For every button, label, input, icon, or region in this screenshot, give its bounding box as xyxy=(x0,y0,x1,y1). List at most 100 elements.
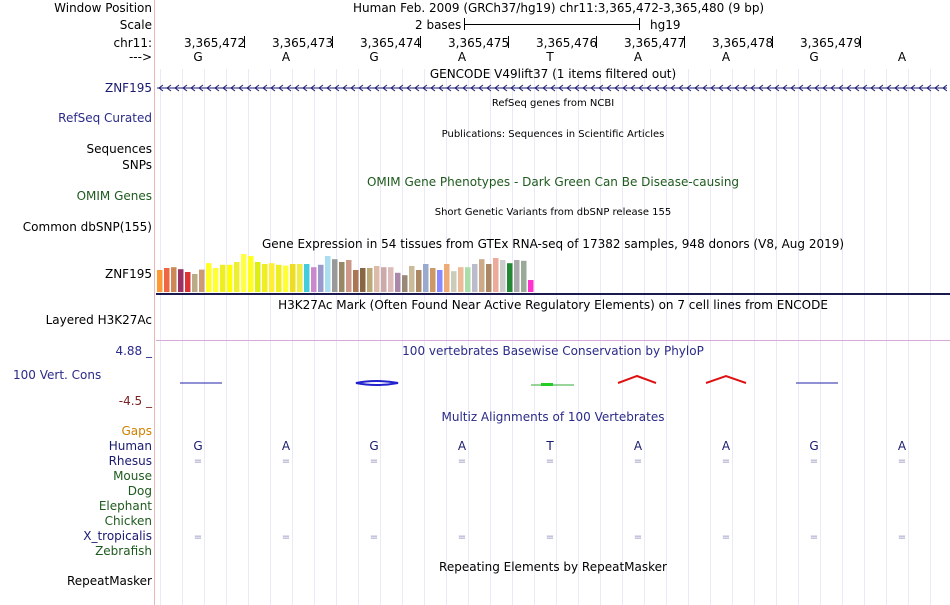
gtex-tissue-bar[interactable] xyxy=(367,268,373,292)
gtex-tissue-bar[interactable] xyxy=(213,268,219,292)
base-letter: G xyxy=(809,439,819,453)
alignment-match: = xyxy=(897,532,907,543)
grid-line xyxy=(314,69,315,605)
gtex-tissue-bar[interactable] xyxy=(241,254,247,292)
gtex-tissue-bar[interactable] xyxy=(360,268,366,292)
gtex-tissue-bar[interactable] xyxy=(269,263,275,292)
gtex-tissue-bar[interactable] xyxy=(206,263,212,292)
gtex-tissue-bar[interactable] xyxy=(472,264,478,292)
refseq-track-title[interactable]: RefSeq genes from NCBI xyxy=(491,98,615,109)
gtex-tissue-bar[interactable] xyxy=(479,259,485,292)
gtex-tissue-bar[interactable] xyxy=(227,264,233,292)
gtex-tissue-bar[interactable] xyxy=(157,270,163,292)
gtex-tissue-bar[interactable] xyxy=(248,256,254,292)
gtex-tissue-bar[interactable] xyxy=(486,264,492,292)
gtex-track-title[interactable]: Gene Expression in 54 tissues from GTEx … xyxy=(261,237,845,251)
gtex-tissue-bar[interactable] xyxy=(185,272,191,292)
gtex-tissue-bar[interactable] xyxy=(388,267,394,292)
track-divider xyxy=(156,293,950,295)
pubs-snps-label[interactable]: SNPs xyxy=(122,158,152,172)
gtex-tissue-bar[interactable] xyxy=(465,267,471,292)
gtex-tissue-bar[interactable] xyxy=(451,271,457,292)
gtex-tissue-bar[interactable] xyxy=(332,259,338,292)
gtex-tissue-bar[interactable] xyxy=(521,260,527,292)
alignment-match: = xyxy=(281,532,291,543)
grid-line xyxy=(468,69,469,605)
multiz-chicken-label[interactable]: Chicken xyxy=(104,514,152,528)
multiz-gaps-label[interactable]: Gaps xyxy=(121,424,152,438)
gtex-tissue-bar[interactable] xyxy=(402,275,408,292)
gtex-tissue-bar[interactable] xyxy=(199,269,205,292)
multiz-human-label[interactable]: Human xyxy=(108,439,152,453)
multiz-xtropicalis-label[interactable]: X_tropicalis xyxy=(83,529,152,543)
h3k27ac-label[interactable]: Layered H3K27Ac xyxy=(45,313,152,327)
pubs-sequences-label[interactable]: Sequences xyxy=(86,142,152,156)
gtex-tissue-bar[interactable] xyxy=(304,264,310,292)
gtex-tissue-bar[interactable] xyxy=(395,272,401,292)
base-letter: A xyxy=(721,50,731,64)
gtex-tissue-bar[interactable] xyxy=(192,274,198,292)
refseq-label[interactable]: RefSeq Curated xyxy=(58,111,152,125)
gtex-tissue-bar[interactable] xyxy=(374,266,380,292)
gtex-tissue-bar[interactable] xyxy=(283,265,289,292)
cons-max-label: 4.88 _ xyxy=(115,344,152,358)
gtex-tissue-bar[interactable] xyxy=(297,264,303,292)
gtex-tissue-bar[interactable] xyxy=(444,264,450,292)
gtex-tissue-bar[interactable] xyxy=(458,267,464,292)
gtex-tissue-bar[interactable] xyxy=(430,268,436,292)
gtex-tissue-bars[interactable] xyxy=(157,252,537,292)
multiz-elephant-label[interactable]: Elephant xyxy=(98,499,152,513)
gtex-tissue-bar[interactable] xyxy=(220,264,226,292)
gtex-tissue-bar[interactable] xyxy=(500,260,506,292)
gtex-tissue-bar[interactable] xyxy=(318,264,324,292)
dbsnp-track-title[interactable]: Short Genetic Variants from dbSNP releas… xyxy=(434,207,672,218)
gtex-tissue-bar[interactable] xyxy=(353,270,359,292)
dbsnp-label[interactable]: Common dbSNP(155) xyxy=(22,220,152,234)
position-tick xyxy=(508,36,509,48)
repeatmasker-track-title[interactable]: Repeating Elements by RepeatMasker xyxy=(439,560,667,574)
multiz-dog-label[interactable]: Dog xyxy=(127,484,152,498)
gtex-tissue-bar[interactable] xyxy=(346,260,352,292)
position-tick xyxy=(332,36,333,48)
gencode-gene-label[interactable]: ZNF195 xyxy=(104,81,152,95)
multiz-rhesus-label[interactable]: Rhesus xyxy=(108,454,152,468)
gtex-tissue-bar[interactable] xyxy=(290,264,296,292)
gencode-gene-feature[interactable] xyxy=(157,82,948,94)
gtex-tissue-bar[interactable] xyxy=(339,262,345,292)
gtex-tissue-bar[interactable] xyxy=(437,270,443,292)
gencode-track-title[interactable]: GENCODE V49lift37 (1 items filtered out) xyxy=(429,67,677,81)
gtex-tissue-bar[interactable] xyxy=(262,264,268,292)
window-position-value[interactable]: Human Feb. 2009 (GRCh37/hg19) chr11:3,36… xyxy=(353,1,765,15)
gtex-tissue-bar[interactable] xyxy=(171,267,177,292)
gtex-tissue-bar[interactable] xyxy=(423,264,429,292)
gtex-tissue-bar[interactable] xyxy=(409,266,415,292)
multiz-mouse-label[interactable]: Mouse xyxy=(113,469,152,483)
grid-line xyxy=(182,69,183,605)
gtex-tissue-bar[interactable] xyxy=(416,270,422,292)
pubs-track-title[interactable]: Publications: Sequences in Scientific Ar… xyxy=(441,129,665,140)
cons-track-title[interactable]: 100 vertebrates Basewise Conservation by… xyxy=(402,344,704,358)
gtex-tissue-bar[interactable] xyxy=(507,263,513,292)
gtex-tissue-bar[interactable] xyxy=(528,280,534,292)
alignment-match: = xyxy=(809,456,819,467)
gtex-tissue-bar[interactable] xyxy=(276,264,282,292)
gtex-gene-label[interactable]: ZNF195 xyxy=(104,267,152,281)
repeatmasker-label[interactable]: RepeatMasker xyxy=(66,574,152,588)
gtex-tissue-bar[interactable] xyxy=(493,258,499,292)
gtex-tissue-bar[interactable] xyxy=(255,262,261,292)
gtex-tissue-bar[interactable] xyxy=(164,268,170,292)
gtex-tissue-bar[interactable] xyxy=(381,267,387,292)
grid-line xyxy=(204,69,205,605)
multiz-zebrafish-label[interactable]: Zebrafish xyxy=(95,544,152,558)
cons-signal[interactable] xyxy=(156,370,950,392)
gtex-tissue-bar[interactable] xyxy=(178,269,184,292)
gtex-tissue-bar[interactable] xyxy=(234,262,240,292)
gtex-tissue-bar[interactable] xyxy=(514,260,520,292)
multiz-track-title[interactable]: Multiz Alignments of 100 Vertebrates xyxy=(441,410,665,424)
omim-label[interactable]: OMIM Genes xyxy=(76,189,152,203)
gtex-tissue-bar[interactable] xyxy=(325,256,331,292)
cons-label[interactable]: 100 Vert. Cons xyxy=(13,368,102,382)
gtex-tissue-bar[interactable] xyxy=(311,267,317,292)
h3k27ac-track-title[interactable]: H3K27Ac Mark (Often Found Near Active Re… xyxy=(278,298,828,312)
omim-track-title[interactable]: OMIM Gene Phenotypes - Dark Green Can Be… xyxy=(366,175,740,189)
